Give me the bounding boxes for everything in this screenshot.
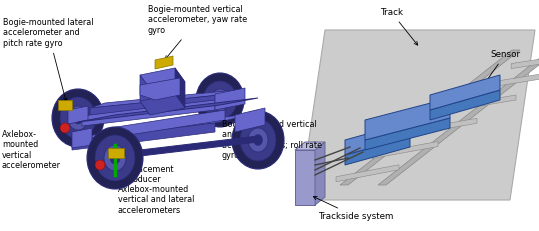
Text: Displacement
transducer: Displacement transducer bbox=[113, 161, 174, 184]
Polygon shape bbox=[365, 118, 450, 150]
Polygon shape bbox=[155, 56, 173, 69]
Ellipse shape bbox=[232, 111, 284, 169]
Ellipse shape bbox=[104, 145, 126, 171]
Polygon shape bbox=[68, 106, 88, 124]
Polygon shape bbox=[430, 90, 500, 120]
Ellipse shape bbox=[196, 73, 244, 127]
Polygon shape bbox=[140, 94, 185, 115]
Polygon shape bbox=[90, 95, 220, 118]
Polygon shape bbox=[72, 123, 215, 150]
Ellipse shape bbox=[240, 119, 276, 161]
Polygon shape bbox=[511, 52, 539, 69]
Ellipse shape bbox=[216, 95, 224, 105]
Ellipse shape bbox=[211, 89, 229, 111]
Ellipse shape bbox=[52, 89, 104, 147]
Ellipse shape bbox=[203, 81, 237, 119]
Ellipse shape bbox=[87, 127, 143, 189]
Polygon shape bbox=[78, 98, 258, 122]
Polygon shape bbox=[140, 78, 180, 100]
Circle shape bbox=[95, 160, 105, 170]
Polygon shape bbox=[315, 142, 325, 205]
Polygon shape bbox=[365, 98, 450, 140]
Polygon shape bbox=[235, 108, 265, 132]
Polygon shape bbox=[110, 110, 225, 138]
Ellipse shape bbox=[68, 106, 88, 130]
Ellipse shape bbox=[253, 134, 262, 146]
Polygon shape bbox=[115, 136, 258, 159]
Circle shape bbox=[60, 123, 70, 133]
Polygon shape bbox=[295, 150, 315, 205]
Text: Bogie-mounted vertical
and lateral
accelerometers; roll rate
gyro: Bogie-mounted vertical and lateral accel… bbox=[222, 120, 322, 160]
Polygon shape bbox=[300, 30, 535, 200]
Polygon shape bbox=[140, 68, 185, 89]
Text: Bogie-mounted vertical
accelerometer, yaw rate
gyro: Bogie-mounted vertical accelerometer, ya… bbox=[148, 5, 247, 59]
Polygon shape bbox=[82, 100, 215, 126]
Polygon shape bbox=[480, 72, 539, 89]
Polygon shape bbox=[444, 95, 516, 112]
Polygon shape bbox=[345, 122, 410, 155]
Polygon shape bbox=[58, 100, 72, 110]
Ellipse shape bbox=[60, 97, 96, 139]
Polygon shape bbox=[108, 148, 124, 158]
Ellipse shape bbox=[110, 152, 120, 164]
Text: Bogie-mounted lateral
accelerometer and
pitch rate gyro: Bogie-mounted lateral accelerometer and … bbox=[3, 18, 93, 101]
Polygon shape bbox=[72, 128, 92, 148]
Text: Track: Track bbox=[380, 8, 418, 45]
Ellipse shape bbox=[95, 135, 135, 181]
Text: Trackside system: Trackside system bbox=[313, 197, 393, 221]
Polygon shape bbox=[372, 142, 438, 158]
Polygon shape bbox=[336, 165, 399, 182]
Polygon shape bbox=[430, 75, 500, 110]
Text: Axlebox-
mounted
vertical
accelerometer: Axlebox- mounted vertical accelerometer bbox=[2, 128, 64, 170]
Ellipse shape bbox=[73, 112, 83, 124]
Polygon shape bbox=[72, 113, 258, 140]
Polygon shape bbox=[90, 90, 235, 108]
Polygon shape bbox=[140, 75, 150, 115]
Polygon shape bbox=[345, 137, 410, 165]
Text: Sensor: Sensor bbox=[482, 50, 520, 87]
Polygon shape bbox=[215, 88, 245, 110]
Ellipse shape bbox=[248, 128, 268, 152]
Text: Axlebox-mounted
vertical and lateral
accelerometers: Axlebox-mounted vertical and lateral acc… bbox=[115, 155, 195, 215]
Polygon shape bbox=[378, 50, 539, 185]
Polygon shape bbox=[340, 50, 520, 185]
Polygon shape bbox=[295, 142, 325, 150]
Polygon shape bbox=[175, 68, 185, 108]
Polygon shape bbox=[408, 118, 477, 135]
